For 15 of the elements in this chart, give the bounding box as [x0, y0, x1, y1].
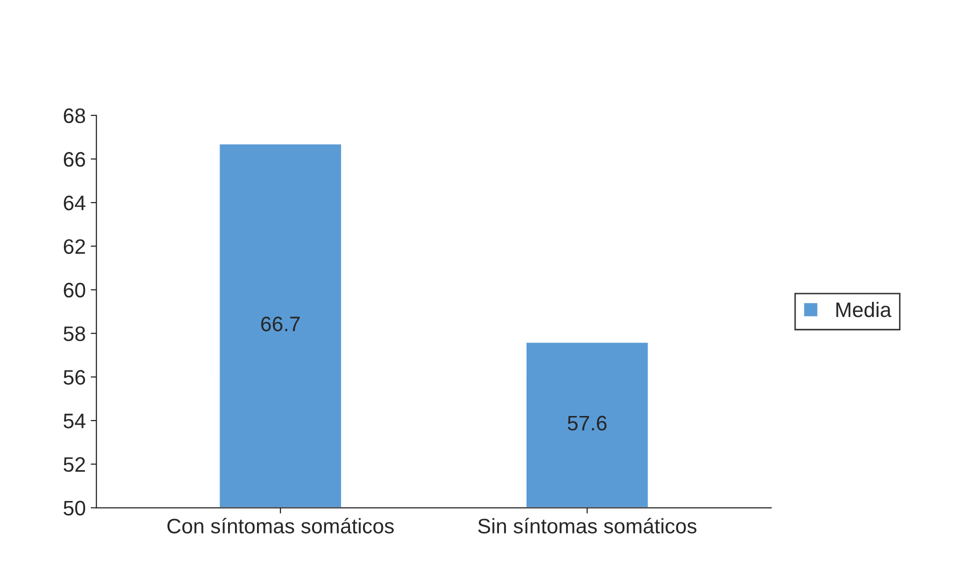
x-tick-label: Con síntomas somáticos — [167, 518, 394, 534]
y-tick-label: 60 — [64, 282, 86, 298]
y-tick-label: 68 — [64, 108, 86, 124]
y-tick-label: 50 — [64, 500, 86, 516]
y-tick-label: 54 — [64, 414, 86, 428]
legend-label: Media — [836, 302, 892, 318]
data-label: 57.6 — [568, 416, 607, 431]
y-tick-label: 58 — [64, 326, 86, 342]
y-tick-label: 56 — [64, 370, 86, 385]
y-tick-label: 64 — [64, 196, 86, 210]
y-tick-label: 62 — [64, 239, 85, 254]
x-tick-label: Sin síntomas somáticos — [478, 518, 696, 534]
data-label: 66.7 — [261, 316, 300, 332]
y-tick-label: 66 — [64, 152, 86, 167]
y-tick-label: 52 — [64, 457, 85, 472]
